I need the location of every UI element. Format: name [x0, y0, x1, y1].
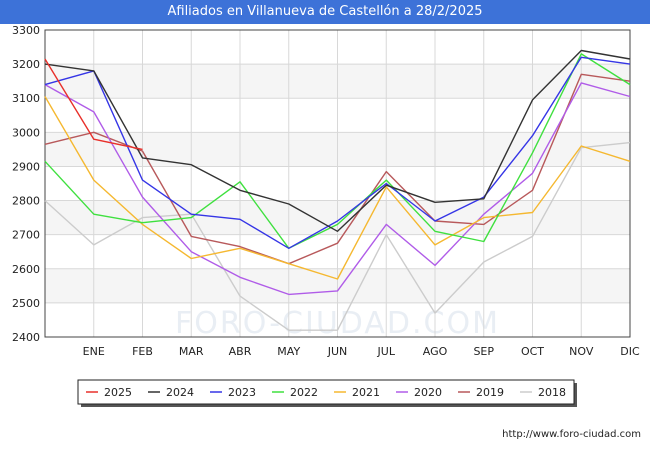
series-line-2023 [44, 56, 631, 250]
series-lines [44, 49, 631, 331]
x-tick-label: DIC [620, 345, 640, 358]
series-line-2018 [44, 141, 631, 331]
y-tick-label: 3200 [12, 58, 40, 71]
legend-label-2025: 2025 [104, 386, 132, 399]
legend-label-2018: 2018 [538, 386, 566, 399]
x-tick-label: MAR [179, 345, 204, 358]
footer-url: http://www.foro-ciudad.com [502, 429, 641, 440]
series-line-2019 [44, 73, 631, 265]
legend-label-2024: 2024 [166, 386, 194, 399]
x-tick-label: AGO [423, 345, 448, 358]
x-tick-label: ABR [229, 345, 252, 358]
x-axis: ENE FEB MAR ABR MAY JUN JUL AGO SEP OCT NOV DIC [83, 345, 640, 358]
y-tick-label: 3100 [12, 92, 40, 105]
grid-lines [45, 29, 630, 338]
x-tick-label: JUN [327, 345, 348, 358]
y-tick-label: 2400 [12, 331, 40, 344]
watermark: FORO-CIUDAD.COM [175, 306, 500, 341]
legend-label-2019: 2019 [476, 386, 504, 399]
x-tick-label: MAY [277, 345, 300, 358]
x-tick-label: FEB [132, 345, 153, 358]
x-tick-label: OCT [521, 345, 544, 358]
y-tick-label: 2900 [12, 160, 40, 173]
y-tick-label: 3300 [12, 24, 40, 37]
x-tick-label: NOV [569, 345, 594, 358]
y-tick-label: 2500 [12, 297, 40, 310]
series-line-2025 [44, 58, 143, 151]
legend: 2025 2024 2023 2022 2021 2020 2019 2018 [77, 379, 577, 407]
y-tick-label: 2800 [12, 195, 40, 208]
legend-label-2022: 2022 [290, 386, 318, 399]
y-tick-label: 3000 [12, 126, 40, 139]
x-tick-label: ENE [83, 345, 105, 358]
legend-label-2021: 2021 [352, 386, 380, 399]
y-tick-label: 2600 [12, 263, 40, 276]
legend-label-2020: 2020 [414, 386, 442, 399]
y-tick-label: 2700 [12, 229, 40, 242]
x-tick-label: SEP [473, 345, 494, 358]
x-tick-label: JUL [377, 345, 396, 358]
chart-title: Afiliados en Villanueva de Castellón a 2… [0, 0, 650, 24]
legend-label-2023: 2023 [228, 386, 256, 399]
y-axis: 2400 2500 2600 2700 2800 2900 3000 3100 3200 3300 [12, 24, 40, 344]
legend-box [77, 379, 575, 405]
series-line-2022 [44, 53, 631, 250]
series-line-2021 [44, 96, 631, 280]
series-line-2024 [44, 49, 631, 233]
series-line-2020 [44, 82, 631, 296]
plot-area [44, 29, 631, 338]
